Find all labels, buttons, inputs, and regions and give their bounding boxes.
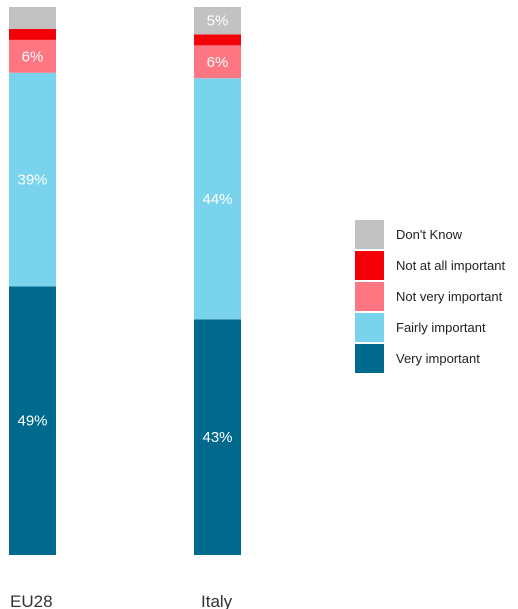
bar-segment-italy-fairly-important <box>194 78 241 320</box>
legend-label: Very important <box>396 351 480 366</box>
data-label-italy-fairly-important: 44% <box>202 191 232 208</box>
bar-segment-eu28-fairly-important <box>9 72 56 287</box>
legend-item-don-t-know: Don't Know <box>355 219 518 250</box>
legend-label: Not very important <box>396 289 503 304</box>
bar-segment-italy-don-t-know <box>194 7 241 35</box>
legend-swatch <box>355 282 384 311</box>
legend-swatch <box>355 251 384 280</box>
data-label-italy-not-very-important: 6% <box>207 54 229 71</box>
legend: Don't Know Not at all important Not very i… <box>355 219 518 374</box>
category-label-italy: Italy <box>201 592 233 609</box>
legend-item-fairly-important: Fairly important <box>355 312 518 343</box>
bars-group <box>9 7 241 555</box>
legend-label: Don't Know <box>396 227 463 242</box>
bar-segment-eu28-very-important <box>9 286 56 555</box>
category-label-eu28: EU28 <box>10 592 53 609</box>
legend-item-very-important: Very important <box>355 343 518 374</box>
legend-item-not-very-important: Not very important <box>355 281 518 312</box>
bar-segment-italy-not-very-important <box>194 45 241 79</box>
legend-item-not-at-all-important: Not at all important <box>355 250 518 281</box>
data-label-eu28-not-very-important: 6% <box>22 48 44 65</box>
legend-swatch <box>355 220 384 249</box>
bar-segment-italy-not-at-all-important <box>194 34 241 46</box>
segment-labels-group: 49% 39% 6% 43% 44% 6% 5% <box>17 13 232 446</box>
bar-segment-eu28-don-t-know <box>9 7 56 29</box>
data-label-eu28-fairly-important: 39% <box>17 172 47 189</box>
bar-segment-eu28-not-at-all-important <box>9 28 56 40</box>
category-labels-group: EU28 Italy <box>10 592 233 609</box>
legend-label: Not at all important <box>396 258 506 273</box>
bar-segment-eu28-not-very-important <box>9 39 56 73</box>
legend-label: Fairly important <box>396 320 486 335</box>
legend-swatch <box>355 344 384 373</box>
bar-segment-italy-very-important <box>194 319 241 555</box>
data-label-italy-don-t-know: 5% <box>207 13 229 30</box>
data-label-eu28-very-important: 49% <box>17 413 47 430</box>
legend-swatch <box>355 313 384 342</box>
data-label-italy-very-important: 43% <box>202 429 232 446</box>
